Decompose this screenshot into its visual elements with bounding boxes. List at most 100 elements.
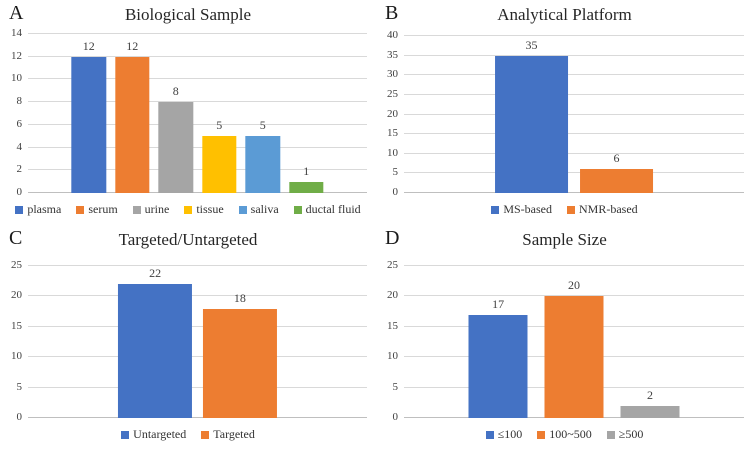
legend-swatch-icon: [606, 430, 615, 439]
bars-group: 35 6: [489, 36, 659, 193]
panel-letter-d: D: [385, 227, 400, 249]
legend-label: saliva: [250, 202, 279, 216]
y-tick-label: 14: [11, 27, 22, 39]
y-tick-label: 0: [392, 186, 399, 198]
category-slot: 12: [110, 34, 154, 193]
legend-label: 100~500: [549, 427, 592, 441]
bar-value-label: 5: [259, 118, 266, 133]
category-slot: 5: [197, 34, 241, 193]
gridline: 25: [387, 88, 744, 100]
bar-chart-plot: 0 5 10 15 20 25 30 35 40 35 6: [387, 29, 744, 198]
gridline: 10: [11, 72, 367, 84]
panel-analytical-platform: B Analytical Platform 0 5 10 15 20 25 30 35 40 35…: [376, 0, 753, 225]
gridline: 5: [393, 166, 744, 178]
y-tick-label: 0: [16, 411, 23, 423]
gridline: 4: [17, 141, 367, 153]
bar-value-label: 20: [568, 278, 581, 293]
bar-value-label: 17: [492, 296, 505, 311]
gridline: 6: [17, 118, 367, 130]
y-tick-label: 10: [387, 146, 398, 159]
y-tick-label: 15: [387, 319, 398, 332]
panel-sample-size: D Sample Size 0 5 10 15 20 25 17 20 2 ≤100 100~50…: [376, 225, 753, 451]
bar-ductal-fluid: 1: [289, 164, 324, 193]
y-tick-label: 0: [392, 411, 399, 423]
bar-urine: 8: [158, 84, 193, 193]
bar-MS-based: 35: [494, 38, 569, 193]
gridline: 10: [387, 147, 744, 159]
y-tick-label: 4: [16, 140, 23, 153]
category-slot: 35: [489, 36, 574, 193]
y-tick-label: 20: [11, 289, 22, 302]
gridline: 0: [17, 186, 367, 198]
panel-letter-b: B: [385, 2, 399, 24]
gridline: 40: [387, 29, 744, 41]
gridline: 0: [393, 186, 744, 198]
legend-item: NMR-based: [567, 202, 638, 217]
category-slot: 5: [241, 34, 285, 193]
gridline: 15: [11, 320, 367, 332]
bar-plasma: 12: [71, 39, 106, 193]
bar-tissue: 5: [202, 118, 237, 193]
gridline: 12: [11, 50, 367, 62]
legend-swatch-icon: [15, 205, 24, 214]
category-slot: 1: [284, 34, 328, 193]
legend-swatch-icon: [121, 430, 130, 439]
legend-swatch-icon: [485, 430, 494, 439]
gridline: 2: [17, 163, 367, 175]
bar-value-label: 2: [646, 387, 653, 402]
legend-swatch-icon: [76, 205, 85, 214]
category-slot: 2: [612, 266, 688, 418]
y-tick-label: 10: [387, 350, 398, 363]
legend-label: NMR-based: [579, 202, 638, 216]
y-tick-label: 25: [387, 259, 398, 271]
gridline: 35: [387, 49, 744, 61]
y-tick-label: 25: [387, 87, 398, 100]
legend-item: ≤100: [485, 427, 522, 442]
y-tick-label: 12: [11, 49, 22, 62]
bars-group: 22 18: [113, 266, 283, 418]
y-tick-label: 10: [11, 72, 22, 85]
y-tick-label: 2: [16, 163, 23, 176]
legend-swatch-icon: [293, 205, 302, 214]
legend-item: ≥500: [606, 427, 643, 442]
y-tick-label: 6: [16, 117, 23, 130]
panel-letter-a: A: [9, 2, 24, 24]
bar-chart-plot: 0 2 4 6 8 10 12 14 12 12 8 5 5 1: [11, 27, 367, 198]
legend-label: plasma: [27, 202, 62, 216]
bar-chart-plot: 0 5 10 15 20 25 22 18: [11, 259, 367, 423]
legend-item: 100~500: [537, 427, 592, 442]
y-tick-label: 15: [11, 319, 22, 332]
gridline: 20: [387, 289, 744, 301]
y-tick-label: 40: [387, 29, 398, 41]
legend-item: plasma: [15, 202, 61, 217]
y-tick-label: 15: [387, 127, 398, 140]
bar-serum: 12: [115, 39, 150, 193]
bar-value-label: 35: [525, 37, 538, 52]
y-tick-label: 10: [11, 350, 22, 363]
legend-swatch-icon: [132, 205, 141, 214]
legend-label: urine: [144, 202, 170, 216]
gridline: 5: [17, 381, 367, 393]
category-slot: 18: [198, 266, 283, 418]
legend-item: saliva: [238, 202, 279, 217]
panel-targeted-untargeted: C Targeted/Untargeted 0 5 10 15 20 25 22 18 Unt…: [0, 225, 376, 451]
legend-swatch-icon: [537, 430, 546, 439]
legend-swatch-icon: [238, 205, 247, 214]
category-slot: 8: [154, 34, 198, 193]
chart-title: Sample Size: [522, 230, 607, 249]
bar-value-label: 12: [126, 38, 139, 53]
legend-label: tissue: [196, 202, 224, 216]
bar-chart-plot: 0 5 10 15 20 25 17 20 2: [387, 259, 744, 423]
y-tick-label: 0: [16, 186, 23, 198]
bar-value-label: 1: [303, 163, 310, 178]
legend-item: urine: [132, 202, 170, 217]
y-tick-label: 35: [387, 48, 398, 61]
legend-swatch-icon: [184, 205, 193, 214]
bar-value-label: 8: [172, 84, 179, 99]
y-tick-label: 20: [387, 107, 398, 120]
legend-item: MS-based: [491, 202, 552, 217]
y-tick-label: 20: [387, 289, 398, 302]
y-tick-label: 8: [16, 95, 23, 108]
gridline: 10: [11, 350, 367, 362]
